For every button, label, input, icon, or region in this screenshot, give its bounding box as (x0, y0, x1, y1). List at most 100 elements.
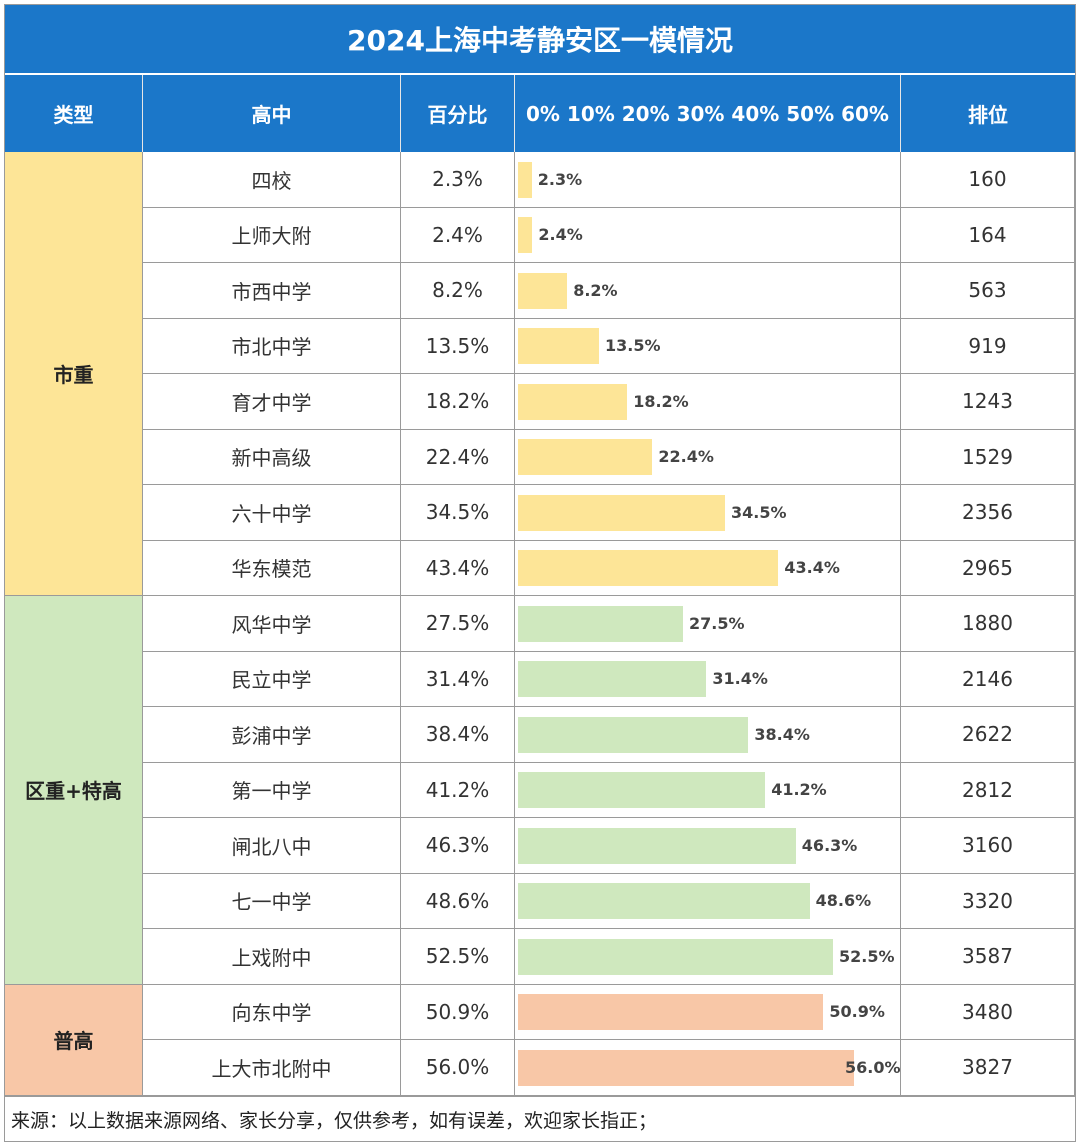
school-cell: 市北中学 (143, 318, 401, 374)
rank-cell: 2965 (901, 540, 1075, 596)
percent-cell: 2.3% (401, 152, 515, 208)
school-cell: 市西中学 (143, 263, 401, 319)
bar (518, 161, 532, 198)
rank-cell: 1243 (901, 374, 1075, 430)
group-label: 区重+特高 (5, 596, 143, 985)
percent-cell: 43.4% (401, 540, 515, 596)
percent-cell: 48.6% (401, 873, 515, 929)
header-scale: 0% 10% 20% 30% 40% 50% 60% (515, 75, 901, 152)
table-frame (4, 4, 1076, 1142)
bar (518, 550, 779, 587)
header-type: 类型 (5, 75, 143, 152)
rank-cell: 563 (901, 263, 1075, 319)
source-note: 来源：以上数据来源网络、家长分享，仅供参考，如有误差，欢迎家长指正； (5, 1096, 1075, 1142)
row-divider (515, 1039, 901, 1040)
school-cell: 六十中学 (143, 485, 401, 541)
bar-value-label: 52.5% (839, 946, 895, 966)
school-cell: 七一中学 (143, 873, 401, 929)
row-divider (515, 262, 901, 263)
school-cell: 上戏附中 (143, 929, 401, 985)
bar-value-label: 2.4% (538, 225, 583, 245)
school-cell: 向东中学 (143, 984, 401, 1040)
school-cell: 民立中学 (143, 651, 401, 707)
rank-cell: 2622 (901, 707, 1075, 763)
bar-value-label: 48.6% (815, 891, 872, 911)
bar (518, 661, 707, 698)
percent-cell: 52.5% (401, 929, 515, 985)
header-rank: 排位 (901, 75, 1075, 152)
group-label: 普高 (5, 984, 143, 1096)
row-divider (515, 539, 901, 541)
bar (518, 494, 725, 531)
school-cell: 育才中学 (143, 374, 401, 430)
bar (518, 605, 683, 642)
row-divider (515, 706, 901, 707)
school-cell: 闸北八中 (143, 818, 401, 874)
bar (518, 938, 833, 975)
bar (518, 217, 533, 254)
bar-value-label: 8.2% (573, 280, 618, 300)
percent-cell: 50.9% (401, 984, 515, 1040)
bar (518, 1049, 854, 1086)
row-divider (515, 373, 901, 374)
rank-cell: 3320 (901, 873, 1075, 929)
rank-cell: 1880 (901, 596, 1075, 652)
bar-value-label: 34.5% (731, 502, 787, 522)
bar (518, 716, 749, 753)
bar (518, 772, 766, 809)
rank-cell: 919 (901, 318, 1075, 374)
row-divider (515, 817, 901, 818)
percent-cell: 34.5% (401, 485, 515, 541)
bar (518, 328, 599, 365)
school-cell: 四校 (143, 152, 401, 208)
row-divider (515, 1094, 901, 1096)
percent-cell: 27.5% (401, 596, 515, 652)
row-divider (515, 761, 901, 763)
school-cell: 上师大附 (143, 207, 401, 263)
percent-cell: 41.2% (401, 762, 515, 818)
rank-cell: 2146 (901, 651, 1075, 707)
percent-cell: 31.4% (401, 651, 515, 707)
school-cell: 彭浦中学 (143, 707, 401, 763)
school-cell: 新中高级 (143, 429, 401, 485)
school-cell: 上大市北附中 (143, 1040, 401, 1096)
bar-value-label: 13.5% (605, 336, 661, 356)
rank-cell: 160 (901, 152, 1075, 208)
bar-value-label: 50.9% (829, 1002, 885, 1022)
bar (518, 883, 810, 920)
bar-value-label: 38.4% (754, 724, 810, 744)
school-cell: 华东模范 (143, 540, 401, 596)
rank-cell: 3480 (901, 984, 1075, 1040)
bar-value-label: 27.5% (689, 613, 745, 633)
bar-value-label: 56.0% (845, 1057, 901, 1077)
rank-cell: 3160 (901, 818, 1075, 874)
school-cell: 第一中学 (143, 762, 401, 818)
percent-cell: 2.4% (401, 207, 515, 263)
percent-cell: 56.0% (401, 1040, 515, 1096)
bar-value-label: 41.2% (771, 780, 827, 800)
bar (518, 272, 568, 309)
rank-cell: 1529 (901, 429, 1075, 485)
rank-cell: 3587 (901, 929, 1075, 985)
row-divider (515, 484, 901, 485)
group-label: 市重 (5, 152, 143, 596)
bar-value-label: 2.3% (537, 169, 583, 189)
row-divider (515, 595, 901, 596)
school-cell: 风华中学 (143, 596, 401, 652)
page-title: 2024上海中考静安区一模情况 (5, 5, 1075, 75)
rank-cell: 2812 (901, 762, 1075, 818)
percent-cell: 18.2% (401, 374, 515, 430)
header-percent: 百分比 (401, 75, 515, 152)
row-divider (515, 317, 901, 319)
bar (518, 383, 628, 420)
row-divider (515, 650, 901, 652)
row-divider (515, 206, 901, 208)
row-divider (515, 928, 901, 929)
bar-value-label: 31.4% (712, 669, 768, 689)
row-divider (515, 428, 901, 430)
bar-value-label: 18.2% (633, 391, 689, 411)
bar (518, 827, 796, 864)
bar-value-label: 46.3% (801, 835, 858, 855)
percent-cell: 22.4% (401, 429, 515, 485)
bar (518, 994, 824, 1031)
